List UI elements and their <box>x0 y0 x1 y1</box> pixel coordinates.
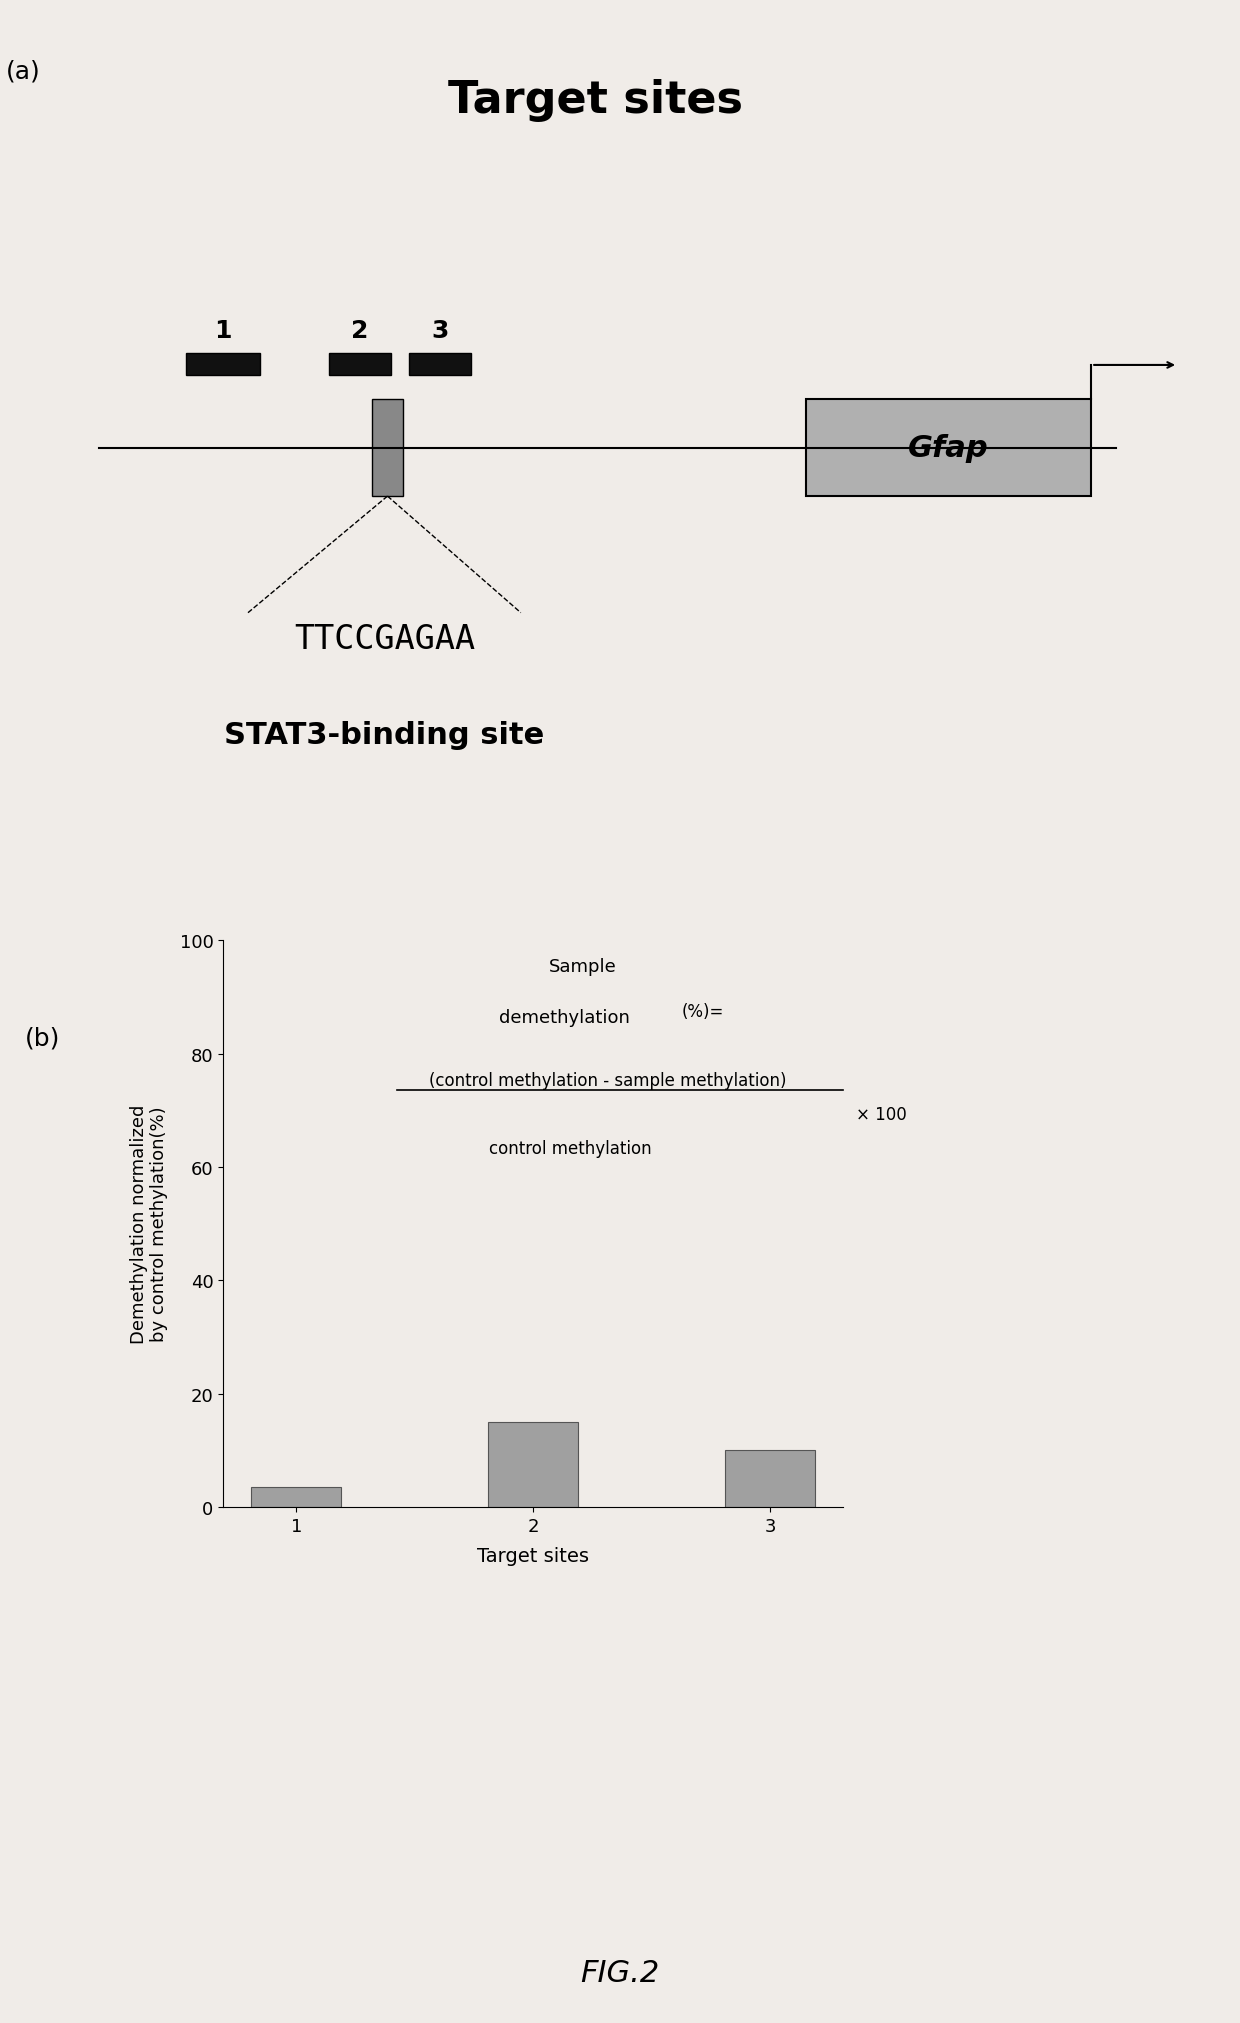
Text: FIG.2: FIG.2 <box>580 1958 660 1987</box>
Text: STAT3-binding site: STAT3-binding site <box>224 720 544 749</box>
Bar <box>186 354 260 376</box>
Text: Sample: Sample <box>549 957 616 975</box>
X-axis label: Target sites: Target sites <box>477 1546 589 1566</box>
Text: (b): (b) <box>25 1026 61 1050</box>
Bar <box>489 1422 578 1507</box>
Bar <box>806 401 1091 498</box>
Bar <box>372 401 403 498</box>
Text: control methylation: control methylation <box>489 1139 652 1157</box>
Bar <box>329 354 391 376</box>
Text: (control methylation - sample methylation): (control methylation - sample methylatio… <box>429 1070 786 1088</box>
Text: 3: 3 <box>432 318 449 342</box>
Text: 2: 2 <box>351 318 368 342</box>
Text: Gfap: Gfap <box>908 433 990 463</box>
Bar <box>409 354 471 376</box>
Text: 1: 1 <box>215 318 232 342</box>
Bar <box>252 1487 341 1507</box>
Text: × 100: × 100 <box>856 1105 906 1123</box>
Text: TTCCGAGAA: TTCCGAGAA <box>294 623 475 655</box>
Text: (%)=: (%)= <box>682 1003 724 1022</box>
Bar <box>725 1450 815 1507</box>
Text: (a): (a) <box>6 61 41 83</box>
Text: Target sites: Target sites <box>448 79 743 121</box>
Text: demethylation: demethylation <box>498 1009 630 1026</box>
Y-axis label: Demethylation normalized
by control methylation(%): Demethylation normalized by control meth… <box>130 1105 169 1343</box>
